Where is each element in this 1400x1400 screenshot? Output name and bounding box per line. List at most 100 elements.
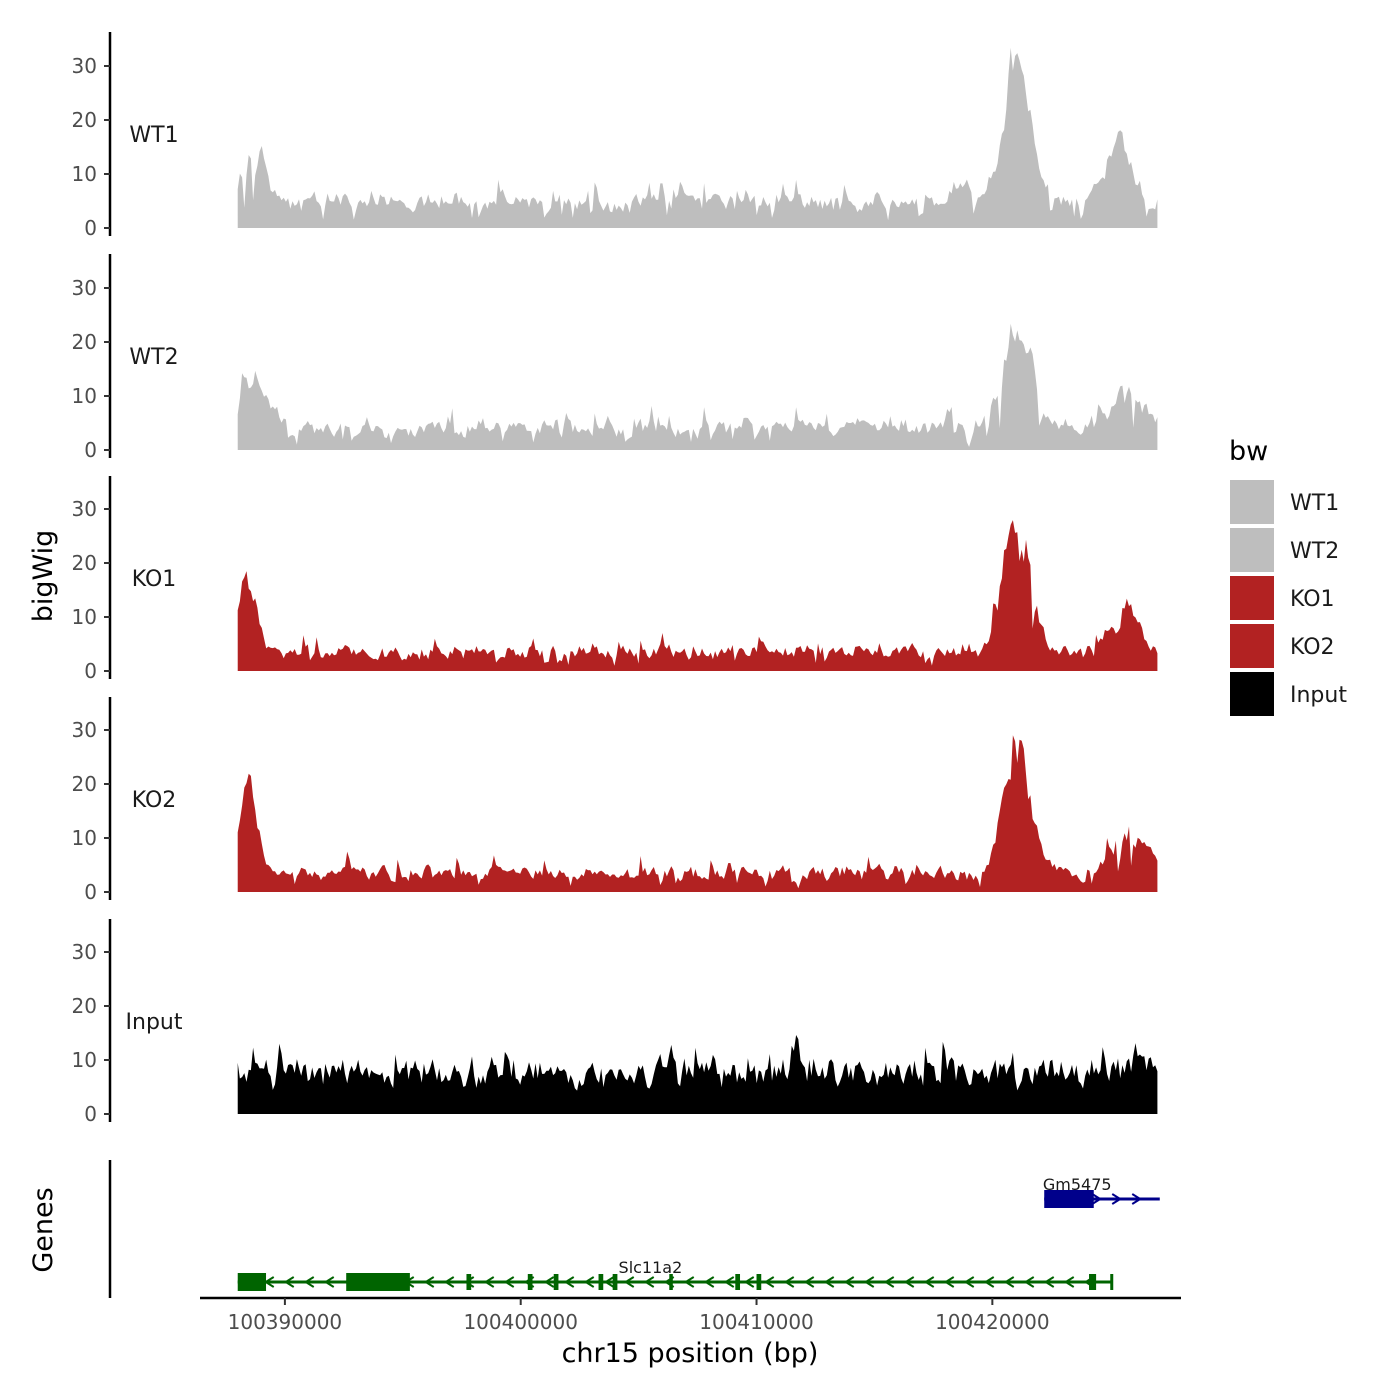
legend-item-ko2: KO2 <box>1230 624 1335 668</box>
track-ko1: 0 10 20 30 KO1 <box>72 476 1158 683</box>
strand-arrow <box>863 1276 875 1288</box>
gene-exon <box>756 1274 762 1290</box>
strand-arrow <box>983 1276 995 1288</box>
track-label: KO2 <box>132 788 177 813</box>
legend-item-wt2: WT2 <box>1230 528 1339 572</box>
signal-area-input <box>237 1035 1158 1114</box>
gene-exon <box>346 1273 410 1291</box>
gene-exon <box>1089 1274 1097 1290</box>
strand-arrow <box>583 1276 595 1288</box>
legend-item-ko1: KO1 <box>1230 576 1335 620</box>
strand-arrow <box>303 1276 315 1288</box>
x-tick-label: 100390000 <box>228 1310 343 1334</box>
strand-arrow <box>703 1276 715 1288</box>
strand-arrow <box>603 1276 615 1288</box>
legend-label: WT1 <box>1290 491 1339 516</box>
y-tick-label: 10 <box>72 1048 97 1072</box>
strand-arrow <box>963 1276 975 1288</box>
track-label: Input <box>126 1010 183 1035</box>
signal-area-wt2 <box>237 323 1158 450</box>
strand-arrow <box>883 1276 895 1288</box>
strand-arrow <box>923 1276 935 1288</box>
y-tick-label: 0 <box>84 659 97 683</box>
legend-label: KO1 <box>1290 587 1335 612</box>
genes-axis-title: Genes <box>28 1187 59 1272</box>
y-tick-label: 0 <box>84 1102 97 1126</box>
legend: bw WT1 WT2 KO1 KO2 Input <box>1229 436 1347 716</box>
y-tick-label: 10 <box>72 384 97 408</box>
legend-swatch <box>1230 624 1274 668</box>
legend-swatch <box>1230 672 1274 716</box>
y-tick-label: 10 <box>72 605 97 629</box>
track-label: WT2 <box>129 345 178 370</box>
strand-arrow <box>723 1276 735 1288</box>
strand-arrow <box>443 1276 455 1288</box>
strand-arrow <box>423 1276 435 1288</box>
strand-arrow <box>483 1276 495 1288</box>
gene-exon <box>1044 1190 1094 1208</box>
signal-area-ko1 <box>237 520 1158 671</box>
y-tick-label: 20 <box>72 108 97 132</box>
track-ko2: 0 10 20 30 KO2 <box>72 697 1158 904</box>
strand-arrow <box>643 1276 655 1288</box>
gene-exon <box>553 1274 559 1290</box>
y-tick-label: 20 <box>72 772 97 796</box>
legend-label: KO2 <box>1290 635 1335 660</box>
y-tick-label: 10 <box>72 162 97 186</box>
strand-arrow <box>323 1276 335 1288</box>
strand-arrow <box>623 1276 635 1288</box>
gene-gm5475: Gm5475 <box>1043 1175 1160 1208</box>
gene-exon <box>735 1274 741 1290</box>
y-axis-title: bigWig <box>28 530 59 623</box>
y-tick-label: 30 <box>72 54 97 78</box>
legend-item-input: Input <box>1230 672 1347 716</box>
y-tick-label: 30 <box>72 940 97 964</box>
strand-arrow <box>903 1276 915 1288</box>
strand-arrow <box>843 1276 855 1288</box>
legend-swatch <box>1230 480 1274 524</box>
gene-exon <box>1110 1274 1114 1290</box>
gene-label: Gm5475 <box>1043 1175 1112 1194</box>
y-tick-label: 0 <box>84 438 97 462</box>
y-tick-label: 20 <box>72 994 97 1018</box>
strand-arrow <box>1023 1276 1035 1288</box>
genes-layer: Slc11a2 Gm5475 <box>108 1160 1160 1298</box>
y-tick-label: 10 <box>72 826 97 850</box>
legend-label: Input <box>1290 683 1347 708</box>
y-tick-label: 30 <box>72 718 97 742</box>
strand-arrow <box>743 1276 755 1288</box>
track-wt1: 0 10 20 30 WT1 <box>72 32 1158 240</box>
x-tick-label: 100410000 <box>699 1310 814 1334</box>
strand-arrow <box>763 1276 775 1288</box>
signal-area-ko2 <box>237 735 1158 892</box>
strand-arrow <box>283 1276 295 1288</box>
x-axis: 100390000 100400000 100410000 100420000 <box>200 1296 1181 1334</box>
legend-item-wt1: WT1 <box>1230 480 1339 524</box>
track-label: KO1 <box>132 567 177 592</box>
y-tick-label: 20 <box>72 551 97 575</box>
strand-arrow <box>1063 1276 1075 1288</box>
strand-arrow <box>503 1276 515 1288</box>
strand-arrow <box>823 1276 835 1288</box>
legend-title: bw <box>1229 436 1268 467</box>
strand-arrow <box>683 1276 695 1288</box>
strand-arrow <box>1091 1193 1103 1205</box>
tracks-layer: 0 10 20 30 WT1 0 10 20 30 WT2 0 10 20 30 KO1 0 10 20 30 KO2… <box>72 32 1158 1126</box>
strand-arrow <box>563 1276 575 1288</box>
x-axis-title: chr15 position (bp) <box>562 1338 819 1369</box>
strand-arrow <box>1131 1193 1143 1205</box>
gene-label: Slc11a2 <box>619 1258 683 1277</box>
gene-exon <box>612 1274 618 1290</box>
gene-exon <box>598 1274 604 1290</box>
gene-slc11a2: Slc11a2 <box>237 1258 1114 1291</box>
legend-swatch <box>1230 576 1274 620</box>
legend-swatch <box>1230 528 1274 572</box>
y-tick-label: 20 <box>72 330 97 354</box>
y-tick-label: 30 <box>72 497 97 521</box>
legend-label: WT2 <box>1290 539 1339 564</box>
strand-arrow <box>1003 1276 1015 1288</box>
strand-arrow <box>943 1276 955 1288</box>
x-tick-label: 100400000 <box>463 1310 578 1334</box>
x-tick-label: 100420000 <box>935 1310 1050 1334</box>
